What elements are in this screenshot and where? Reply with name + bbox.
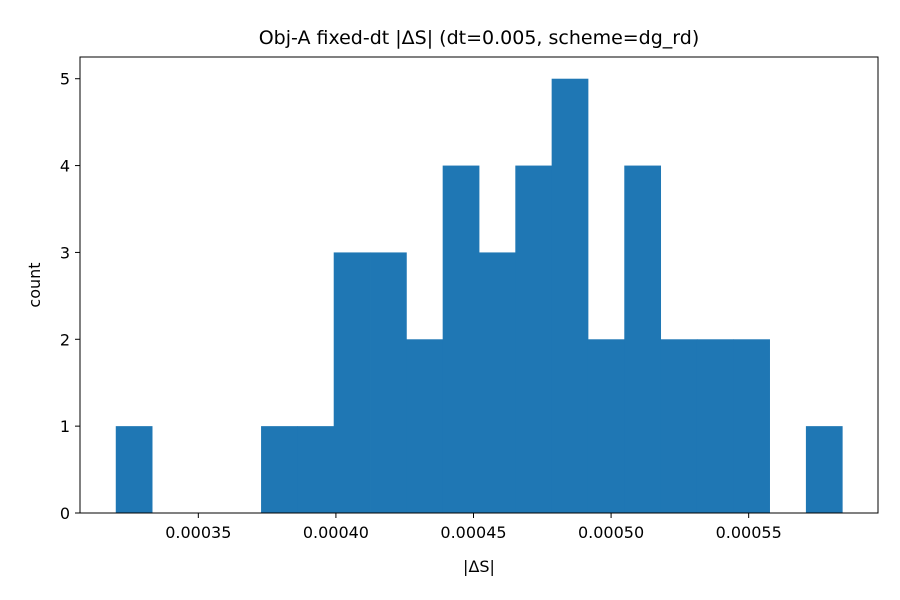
histogram-bar bbox=[587, 339, 625, 513]
x-axis-label: |ΔS| bbox=[463, 557, 495, 576]
histogram-bar bbox=[733, 339, 770, 513]
histogram-bar bbox=[370, 252, 407, 513]
histogram-bar bbox=[696, 339, 734, 513]
x-tick-label: 0.00035 bbox=[165, 523, 231, 542]
x-axis-ticks: 0.00035 0.00040 0.00045 0.00050 0.00055 bbox=[165, 513, 782, 542]
histogram-bar bbox=[442, 165, 480, 513]
histogram-bar bbox=[805, 426, 843, 513]
histogram-bar bbox=[406, 339, 444, 513]
y-tick-label: 4 bbox=[60, 157, 70, 176]
plot-frame bbox=[79, 56, 879, 514]
histogram-bar bbox=[261, 426, 298, 513]
y-axis-ticks: 0 1 2 3 4 5 bbox=[60, 70, 80, 523]
y-tick-label: 3 bbox=[60, 243, 70, 262]
y-axis-label: count bbox=[25, 262, 44, 307]
y-tick-label: 0 bbox=[60, 504, 70, 523]
bars-group bbox=[115, 78, 843, 514]
x-tick-label: 0.00050 bbox=[578, 523, 644, 542]
y-tick-label: 5 bbox=[60, 70, 70, 89]
histogram-bar bbox=[115, 426, 153, 513]
chart-title: Obj-A fixed-dt |ΔS| (dt=0.005, scheme=dg… bbox=[259, 27, 700, 49]
histogram-bar bbox=[333, 252, 371, 513]
histogram-bar bbox=[660, 339, 698, 513]
histogram-bar bbox=[515, 165, 553, 513]
histogram-bar bbox=[297, 426, 335, 513]
histogram-bar bbox=[479, 252, 516, 513]
x-tick-label: 0.00040 bbox=[303, 523, 369, 542]
x-tick-label: 0.00055 bbox=[716, 523, 782, 542]
histogram-bar bbox=[624, 165, 662, 513]
y-tick-label: 2 bbox=[60, 330, 70, 349]
histogram-bar bbox=[551, 78, 589, 514]
x-tick-label: 0.00045 bbox=[440, 523, 506, 542]
y-tick-label: 1 bbox=[60, 417, 70, 436]
